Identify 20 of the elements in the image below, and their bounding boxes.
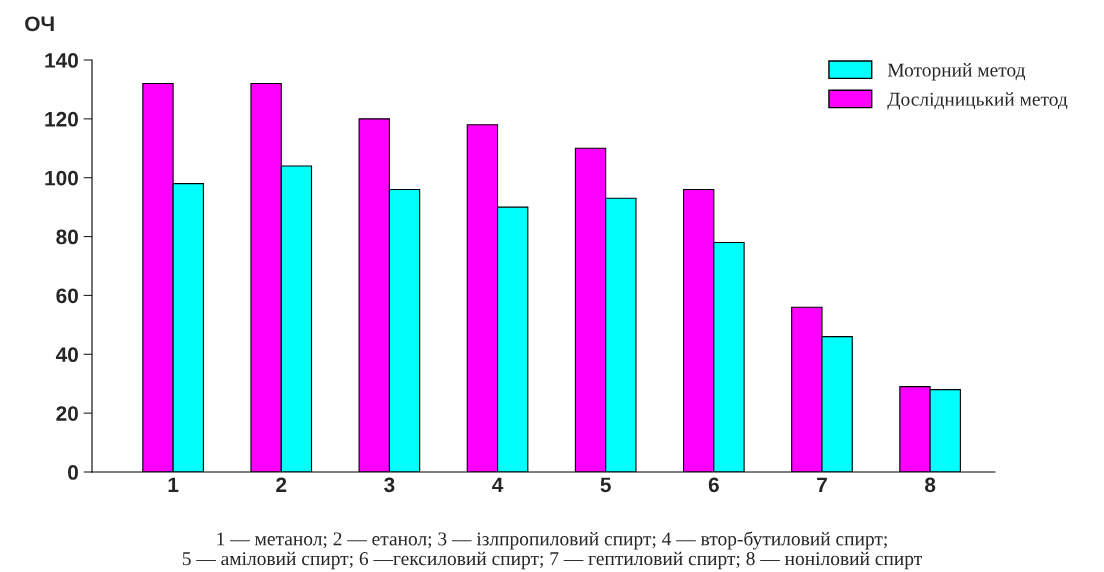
y-tick-label: 100 xyxy=(45,170,78,186)
x-tick-label: 3 xyxy=(384,477,395,493)
y-tick-label: 80 xyxy=(56,229,78,245)
x-tick-label: 8 xyxy=(924,477,936,493)
x-tick-label: 1 xyxy=(168,477,179,492)
y-tick-label: 60 xyxy=(56,288,78,304)
x-tick-label: 5 xyxy=(600,477,611,493)
legend-label: Дослідницький метод xyxy=(887,92,1068,110)
y-tick-label: 40 xyxy=(55,347,78,363)
text: 1 — метанол; 2 — етанол; 3 — ізлпропиловий спирт; 4 — втор-бутиловий спирт; 5 — аміловий спирт; 6 —гексиловий спирт; 7 — гептиловий спирт; 8 — ноніловий спирт xyxy=(182,531,922,570)
y-tick-label: 20 xyxy=(56,406,78,421)
y-axis-title: ОЧ xyxy=(25,16,54,32)
x-tick-label: 2 xyxy=(276,477,287,492)
y-tick-label: 120 xyxy=(45,111,78,127)
x-tick-label: 6 xyxy=(708,477,719,493)
y-tick-label: 0 xyxy=(68,465,78,480)
legend-label: Моторний метод xyxy=(887,63,1026,81)
x-tick-label: 7 xyxy=(817,477,827,492)
y-tick-label: 140 xyxy=(45,53,78,68)
x-tick-label: 4 xyxy=(492,477,504,492)
